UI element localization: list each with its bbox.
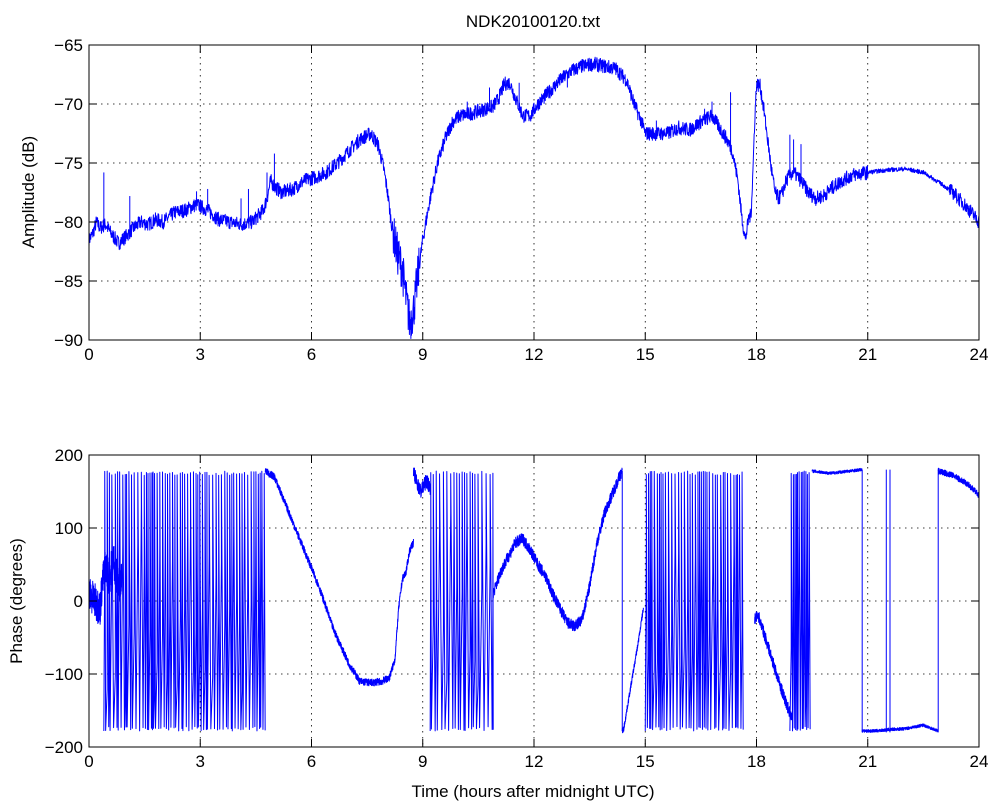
phase-x-axis-label: Time (hours after midnight UTC)	[411, 782, 654, 801]
amplitude-x-tick-label: 24	[970, 345, 989, 364]
phase-line-segment	[492, 467, 623, 632]
amplitude-x-tick-label: 15	[636, 345, 655, 364]
phase-x-tick-label: 0	[84, 752, 93, 771]
amplitude-x-tick-label: 3	[196, 345, 205, 364]
phase-x-tick-label: 12	[525, 752, 544, 771]
phase-line-segment	[412, 467, 431, 498]
phase-y-tick-label: 200	[55, 446, 83, 465]
phase-y-tick-label: −100	[45, 665, 83, 684]
amplitude-x-tick-label: 12	[525, 345, 544, 364]
phase-x-tick-label: 6	[307, 752, 316, 771]
phase-line-segment	[754, 611, 793, 721]
phase-line-segment	[789, 470, 811, 732]
amplitude-ticks: 0 3 6 9 12 15 18 21 24 −90 −85 −80 −75 −70 −65	[54, 36, 988, 364]
chart-title: NDK20100120.txt	[466, 12, 600, 31]
phase-x-tick-label: 15	[636, 752, 655, 771]
phase-y-tick-label: −200	[45, 738, 83, 757]
amplitude-trace	[88, 56, 980, 340]
amplitude-y-tick-label: −90	[54, 331, 83, 350]
phase-line-segment	[264, 468, 414, 687]
phase-line-segment	[861, 723, 939, 733]
phase-line-segment	[103, 470, 266, 732]
phase-y-axis-label: Phase (degrees)	[7, 538, 26, 664]
phase-x-tick-label: 9	[418, 752, 427, 771]
phase-y-tick-label: 0	[74, 592, 83, 611]
amplitude-y-tick-label: −80	[54, 213, 83, 232]
amplitude-x-tick-label: 0	[84, 345, 93, 364]
phase-line-segment	[811, 467, 863, 475]
phase-trace	[88, 467, 980, 734]
amplitude-y-tick-label: −70	[54, 95, 83, 114]
phase-ticks: 0 3 6 9 12 15 18 21 24 −200 −100 0 100 200	[45, 446, 989, 771]
phase-line-segment	[937, 467, 980, 498]
amplitude-y-tick-label: −65	[54, 36, 83, 55]
amplitude-x-tick-label: 9	[418, 345, 427, 364]
amplitude-y-axis-label: Amplitude (dB)	[19, 136, 38, 248]
amplitude-y-tick-label: −85	[54, 272, 83, 291]
phase-y-tick-label: 100	[55, 519, 83, 538]
amplitude-x-tick-label: 18	[747, 345, 766, 364]
amplitude-plot: 0 3 6 9 12 15 18 21 24 −90 −85 −80 −75 −70 −65 Amplitu…	[19, 36, 988, 364]
phase-x-tick-label: 18	[747, 752, 766, 771]
phase-x-tick-label: 3	[196, 752, 205, 771]
amplitude-x-tick-label: 21	[858, 345, 877, 364]
phase-x-tick-label: 21	[858, 752, 877, 771]
phase-line-segment	[621, 607, 644, 734]
phase-line-segment	[429, 470, 494, 732]
amplitude-y-tick-label: −75	[54, 154, 83, 173]
amplitude-x-tick-label: 6	[307, 345, 316, 364]
amplitude-line	[88, 56, 980, 340]
phase-plot: 0 3 6 9 12 15 18 21 24 −200 −100 0 100 200 Phase (deg…	[7, 446, 988, 801]
phase-x-tick-label: 24	[970, 752, 989, 771]
phase-line-segment	[88, 546, 123, 625]
phase-line-segment	[644, 470, 744, 732]
